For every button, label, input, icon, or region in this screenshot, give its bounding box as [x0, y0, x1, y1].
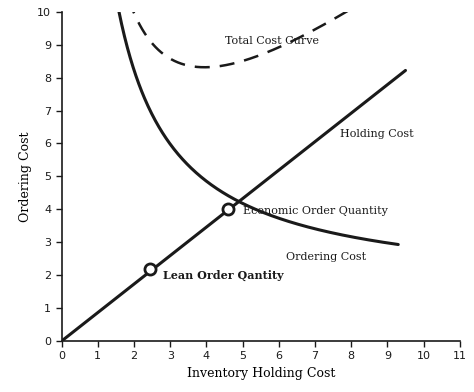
Text: Economic Order Quantity: Economic Order Quantity: [243, 206, 387, 216]
Text: Lean Order Qantity: Lean Order Qantity: [163, 270, 283, 281]
Text: Total Cost Curve: Total Cost Curve: [225, 36, 319, 46]
Y-axis label: Ordering Cost: Ordering Cost: [18, 131, 32, 221]
Text: Ordering Cost: Ordering Cost: [286, 252, 366, 262]
Text: Holding Cost: Holding Cost: [340, 129, 414, 139]
X-axis label: Inventory Holding Cost: Inventory Holding Cost: [186, 367, 335, 380]
